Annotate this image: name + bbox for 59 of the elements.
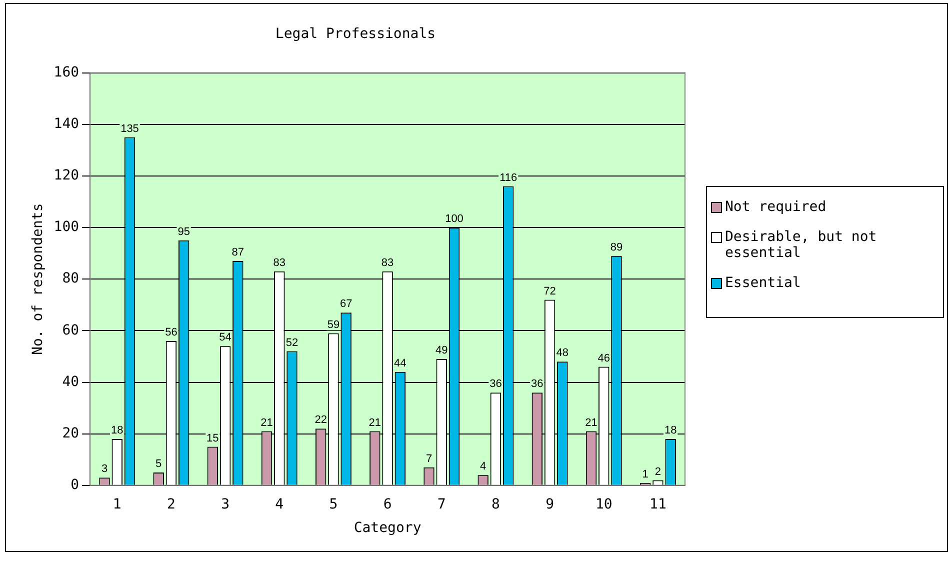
data-label: 36	[531, 378, 544, 390]
data-label: 52	[286, 336, 298, 349]
y-tick-label: 120	[54, 168, 80, 184]
y-tick-label: 140	[54, 116, 80, 132]
data-label: 44	[394, 357, 406, 370]
x-axis-title: Category	[354, 520, 422, 536]
data-label: 83	[381, 256, 394, 269]
data-label: 5	[156, 458, 162, 470]
x-tick-label: 2	[166, 496, 176, 512]
y-tick-label: 40	[62, 374, 80, 390]
data-label: 4	[480, 460, 486, 473]
data-label: 15	[206, 432, 219, 444]
legend-label: Desirable, but not essential	[725, 229, 878, 261]
data-label: 21	[260, 416, 273, 429]
x-tick-label: 11	[650, 496, 666, 512]
x-tick-label: 10	[595, 496, 612, 512]
legend-label: Essential	[725, 275, 801, 291]
data-label: 87	[232, 246, 244, 259]
data-label: 54	[219, 332, 232, 344]
data-label: 89	[610, 241, 623, 254]
y-axis-title: No. of respondents	[30, 203, 46, 355]
y-tick-label: 160	[54, 64, 80, 80]
data-label: 59	[327, 318, 340, 331]
y-tick-label: 100	[54, 219, 80, 236]
y-tick-label: 80	[62, 270, 80, 287]
data-label: 21	[368, 416, 382, 429]
data-label: 46	[598, 352, 610, 364]
data-label: 7	[426, 452, 432, 465]
data-label: 100	[445, 213, 464, 226]
data-label: 67	[340, 298, 352, 310]
x-tick-label: 1	[112, 496, 122, 512]
data-label: 21	[585, 416, 598, 429]
data-label: 83	[273, 256, 286, 269]
y-tick-label: 20	[62, 425, 80, 442]
x-tick-label: 8	[491, 496, 500, 512]
data-label: 2	[654, 466, 662, 478]
x-tick-label: 3	[221, 496, 230, 512]
x-tick-label: 5	[329, 496, 338, 512]
x-tick-label: 7	[437, 496, 446, 512]
x-tick-label: 4	[275, 496, 284, 512]
data-label: 49	[436, 344, 448, 357]
data-label: 56	[165, 326, 178, 339]
data-label: 95	[178, 226, 190, 238]
data-label: 18	[664, 424, 677, 437]
y-tick-label: 0	[70, 477, 80, 494]
y-tick-label: 60	[62, 322, 80, 338]
x-tick-label: 6	[383, 496, 392, 512]
data-label: 135	[120, 122, 139, 135]
chart-title: Legal Professionals	[275, 26, 436, 42]
data-label: 36	[490, 378, 502, 390]
data-label: 18	[111, 424, 124, 437]
data-label: 72	[544, 285, 556, 298]
data-label: 22	[314, 414, 327, 426]
data-label: 48	[556, 347, 569, 360]
x-tick-label: 9	[546, 496, 554, 512]
data-label: 116	[500, 172, 518, 184]
data-label: 3	[101, 463, 108, 476]
data-label: 1	[642, 468, 648, 480]
legend-label: Not required	[725, 199, 826, 215]
